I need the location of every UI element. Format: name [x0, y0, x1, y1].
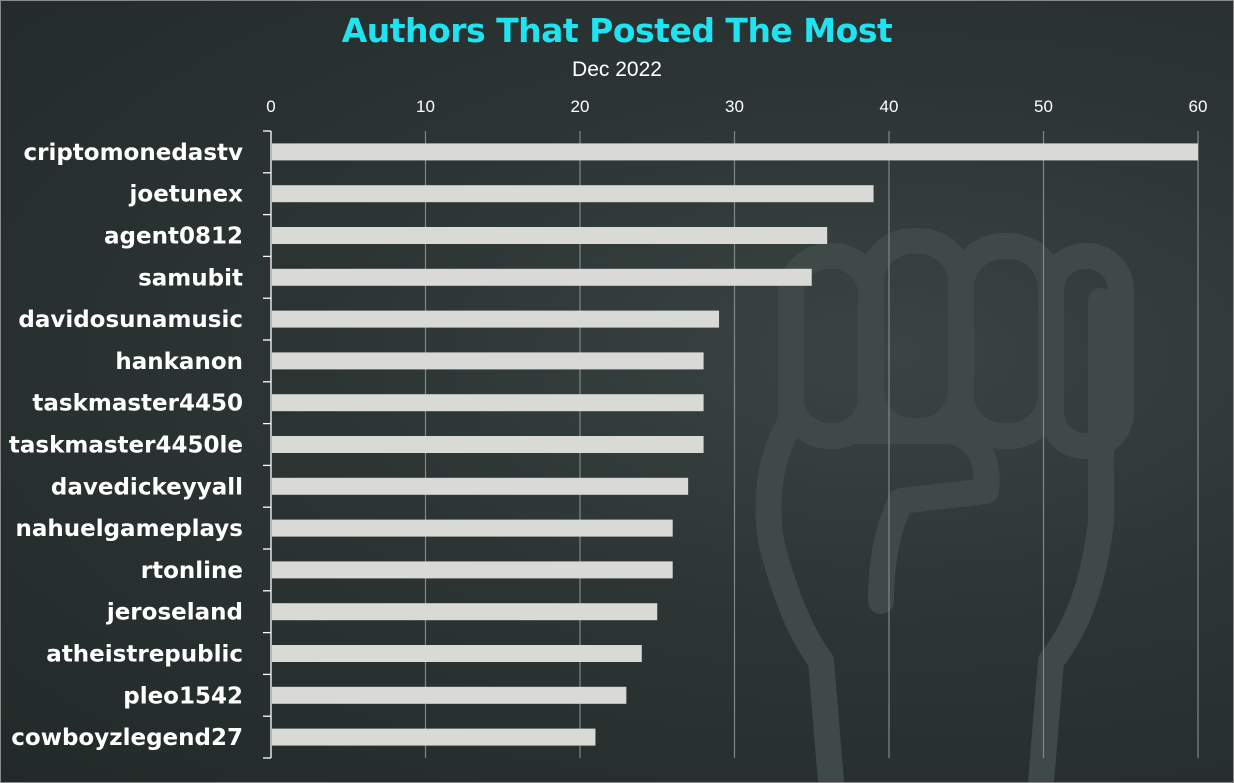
- bar: [272, 561, 673, 579]
- y-category-label: taskmaster4450le: [9, 433, 243, 459]
- bar: [272, 686, 627, 704]
- y-category-label: davedickeyyall: [51, 474, 243, 500]
- bar: [272, 268, 812, 286]
- chart-title: Authors That Posted The Most: [341, 11, 893, 50]
- y-category-label: jeroseland: [106, 600, 243, 626]
- y-category-label: atheistrepublic: [46, 642, 243, 668]
- y-category-label: taskmaster4450: [32, 391, 243, 417]
- chart-subtitle: Dec 2022: [572, 58, 662, 81]
- x-tick-label: 50: [1034, 97, 1053, 116]
- y-category-label: nahuelgameplays: [15, 516, 243, 542]
- bar: [272, 603, 658, 621]
- x-tick-label: 60: [1189, 97, 1208, 116]
- x-tick-label: 30: [725, 97, 744, 116]
- bar: [272, 394, 704, 412]
- y-category-label: joetunex: [129, 182, 244, 208]
- bar: [272, 477, 689, 495]
- y-category-label: hankanon: [115, 349, 243, 375]
- bar: [272, 352, 704, 370]
- bar: [272, 185, 874, 203]
- y-category-label: criptomonedastv: [23, 140, 243, 166]
- y-category-label: rtonline: [141, 558, 243, 584]
- x-tick-label: 10: [416, 97, 435, 116]
- bar: [272, 519, 673, 537]
- bar: [272, 143, 1198, 161]
- y-category-label: davidosunamusic: [18, 307, 243, 333]
- y-category-label: pleo1542: [123, 683, 243, 709]
- x-tick-label: 40: [880, 97, 899, 116]
- y-category-label: cowboyzlegend27: [11, 725, 243, 751]
- x-tick-label: 20: [571, 97, 590, 116]
- y-category-label: agent0812: [104, 224, 243, 250]
- bar: [272, 436, 704, 453]
- bar: [272, 645, 642, 662]
- bar: [272, 310, 720, 328]
- bar: [272, 728, 596, 746]
- x-tick-label: 0: [266, 97, 275, 116]
- bar: [272, 227, 828, 244]
- y-category-label: samubit: [138, 265, 243, 291]
